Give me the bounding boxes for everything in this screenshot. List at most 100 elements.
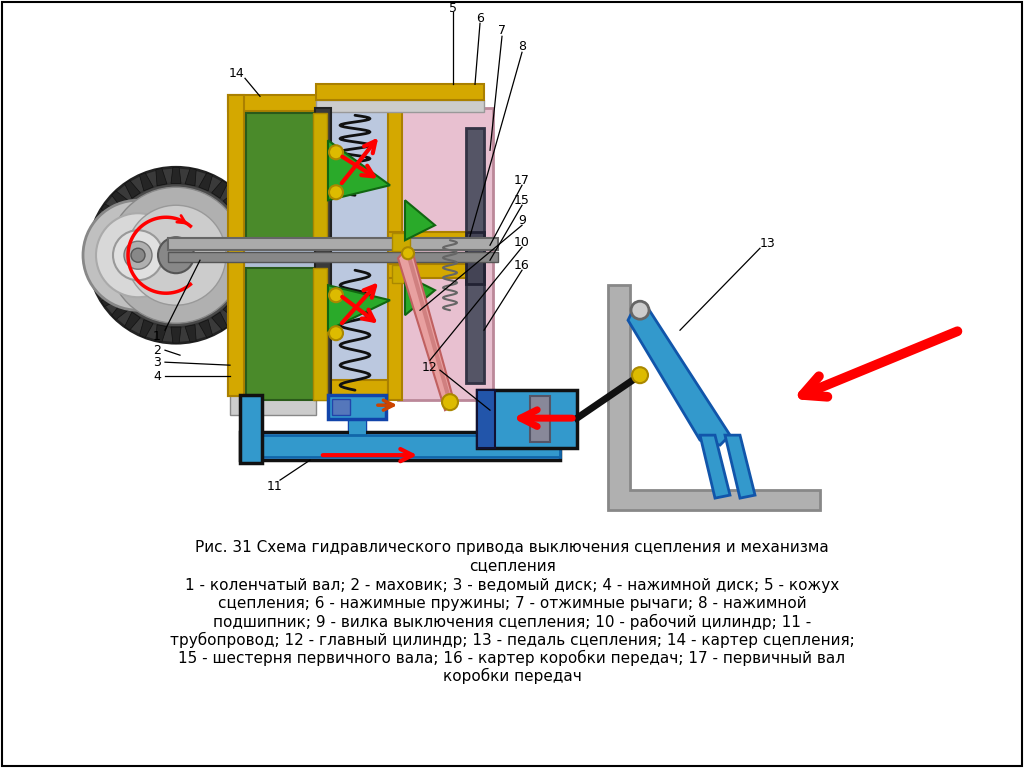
Bar — [388, 108, 402, 400]
Text: 3: 3 — [153, 356, 161, 369]
Bar — [316, 84, 484, 101]
Polygon shape — [608, 285, 820, 510]
Polygon shape — [139, 173, 154, 190]
Bar — [466, 128, 484, 383]
Bar — [332, 399, 350, 415]
Bar — [228, 95, 244, 396]
Bar — [168, 252, 498, 262]
Circle shape — [83, 200, 193, 310]
Bar — [240, 432, 560, 460]
Text: 6: 6 — [476, 12, 484, 25]
Polygon shape — [406, 200, 435, 240]
Bar — [530, 396, 550, 442]
Text: 15: 15 — [514, 194, 530, 207]
Bar — [315, 108, 331, 400]
Circle shape — [402, 247, 414, 260]
Bar — [398, 108, 493, 400]
Polygon shape — [406, 275, 435, 315]
Text: 7: 7 — [498, 24, 506, 37]
Polygon shape — [101, 291, 119, 306]
Bar — [477, 390, 495, 449]
Polygon shape — [328, 285, 390, 330]
Bar — [392, 265, 410, 283]
Bar — [240, 435, 560, 457]
Polygon shape — [246, 264, 263, 276]
Polygon shape — [171, 167, 181, 184]
Text: 11: 11 — [267, 480, 283, 492]
Circle shape — [631, 301, 649, 319]
Text: Рис. 31 Схема гидравлического привода выключения сцепления и механизма: Рис. 31 Схема гидравлического привода вы… — [196, 540, 828, 555]
Text: 1: 1 — [153, 329, 161, 343]
Polygon shape — [101, 204, 119, 220]
Bar — [477, 390, 577, 449]
Polygon shape — [125, 312, 140, 330]
Polygon shape — [156, 325, 167, 342]
Bar — [388, 232, 470, 247]
Text: сцепления: сцепления — [469, 558, 555, 573]
Circle shape — [108, 187, 244, 323]
Circle shape — [124, 241, 152, 270]
Text: 10: 10 — [514, 236, 530, 249]
Polygon shape — [212, 312, 227, 330]
Text: 16: 16 — [514, 259, 529, 272]
Text: 8: 8 — [518, 40, 526, 53]
Bar — [228, 95, 476, 111]
Polygon shape — [156, 168, 167, 186]
Circle shape — [104, 184, 248, 327]
Polygon shape — [223, 303, 241, 319]
Bar — [313, 114, 327, 243]
Polygon shape — [700, 435, 730, 498]
Polygon shape — [89, 235, 106, 247]
Text: 4: 4 — [153, 369, 161, 382]
Text: 2: 2 — [153, 344, 161, 356]
Circle shape — [329, 288, 343, 302]
Polygon shape — [125, 180, 140, 198]
Polygon shape — [398, 250, 455, 410]
Text: 14: 14 — [229, 67, 245, 80]
Bar — [228, 380, 388, 396]
Polygon shape — [223, 191, 241, 208]
Text: трубопровод; 12 - главный цилиндр; 13 - педаль сцепления; 14 - картер сцепления;: трубопровод; 12 - главный цилиндр; 13 - … — [170, 632, 854, 648]
Polygon shape — [316, 101, 484, 112]
Text: 15 - шестерня первичного вала; 16 - картер коробки передач; 17 - первичный вал: 15 - шестерня первичного вала; 16 - карт… — [178, 650, 846, 666]
Circle shape — [442, 394, 458, 410]
Text: 17: 17 — [514, 174, 530, 187]
Polygon shape — [185, 168, 197, 186]
Bar — [328, 396, 386, 419]
Circle shape — [329, 326, 343, 340]
Circle shape — [131, 248, 145, 262]
Circle shape — [126, 205, 226, 305]
Polygon shape — [246, 235, 263, 247]
Polygon shape — [199, 319, 213, 338]
Bar — [392, 233, 410, 251]
Bar — [244, 111, 389, 396]
Text: подшипник; 9 - вилка выключения сцепления; 10 - рабочий цилиндр; 11 -: подшипник; 9 - вилка выключения сцеплени… — [213, 614, 811, 631]
Polygon shape — [241, 278, 258, 292]
Circle shape — [632, 367, 648, 383]
Circle shape — [113, 230, 163, 280]
Bar — [246, 114, 314, 243]
Polygon shape — [112, 303, 129, 319]
Polygon shape — [628, 308, 730, 445]
Polygon shape — [112, 191, 129, 208]
Text: сцепления; 6 - нажимные пружины; 7 - отжимные рычаги; 8 - нажимной: сцепления; 6 - нажимные пружины; 7 - отж… — [218, 596, 806, 611]
Bar — [240, 396, 262, 463]
Polygon shape — [248, 250, 264, 260]
Text: 12: 12 — [422, 361, 438, 374]
Polygon shape — [328, 141, 390, 200]
Polygon shape — [725, 435, 755, 498]
Bar — [466, 232, 484, 284]
Circle shape — [88, 167, 264, 343]
Polygon shape — [232, 204, 251, 220]
Polygon shape — [89, 264, 106, 276]
Circle shape — [329, 145, 343, 159]
Polygon shape — [241, 219, 258, 233]
Polygon shape — [171, 327, 181, 343]
Text: 9: 9 — [518, 214, 526, 227]
Polygon shape — [212, 180, 227, 198]
Text: 5: 5 — [449, 2, 457, 15]
Polygon shape — [93, 278, 112, 292]
Polygon shape — [88, 250, 104, 260]
Polygon shape — [185, 325, 197, 342]
Polygon shape — [139, 319, 154, 338]
